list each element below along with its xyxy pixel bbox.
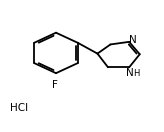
Text: F: F <box>52 80 58 90</box>
Text: H: H <box>133 69 140 78</box>
Text: N: N <box>129 35 137 45</box>
Text: N: N <box>126 68 134 78</box>
Text: HCl: HCl <box>10 103 29 113</box>
